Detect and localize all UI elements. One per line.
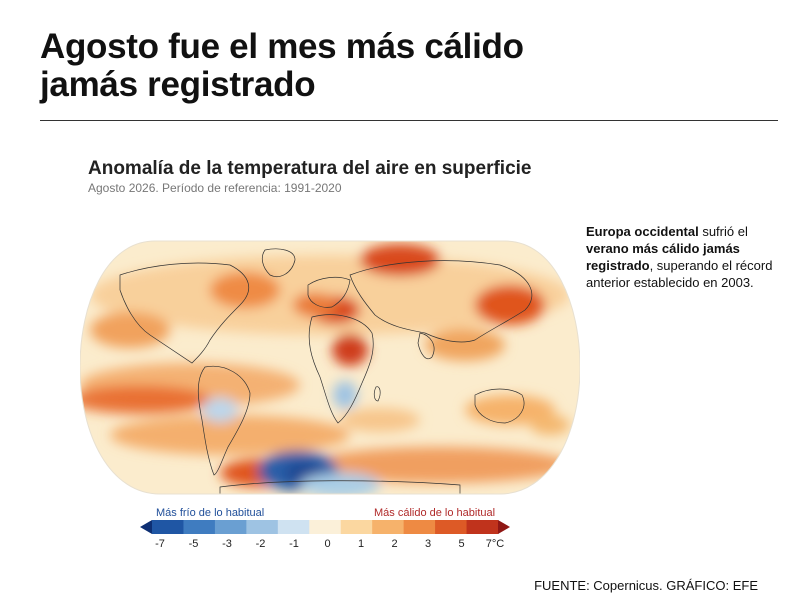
divider: [40, 120, 778, 121]
scale-swatch: [435, 520, 468, 534]
map-title: Anomalía de la temperatura del aire en s…: [88, 158, 532, 179]
australia-outline: [474, 388, 525, 424]
scale-tick-label: -5: [188, 538, 199, 550]
scale-swatch: [214, 520, 247, 534]
scale-swatch: [309, 520, 342, 534]
legend-cold-label: Más frío de lo habitual: [156, 507, 265, 519]
anomaly-field: [80, 244, 570, 494]
scale-swatch: [403, 520, 436, 534]
scale-swatch: [152, 520, 184, 534]
asia-outline: [349, 260, 533, 343]
color-scale: [140, 520, 510, 534]
scale-tick-label: -2: [255, 538, 266, 550]
india-outline: [417, 332, 435, 360]
legend-warm-label: Más cálido de lo habitual: [374, 507, 496, 519]
source-credit: FUENTE: Copernicus. GRÁFICO: EFE: [534, 578, 758, 593]
scale-tick-label: 0: [324, 538, 331, 550]
antarctica-outline: [219, 480, 461, 494]
headline-line-2: jamás registrado: [40, 65, 316, 104]
scale-tick-label: 7°C: [485, 538, 505, 550]
note-text-1: sufrió el: [698, 224, 748, 239]
color-scale-ticks: -7 -5 -3 -2 -1 0 1 2 3 5 7°C: [140, 538, 510, 554]
color-scale-svg: [140, 520, 510, 534]
scale-tick-label: 5: [458, 538, 465, 550]
scale-swatch: [246, 520, 279, 534]
scale-tick-label: 2: [391, 538, 398, 550]
map-subtitle: Agosto 2026. Período de referencia: 1991…: [88, 181, 342, 195]
note-text-2: , superando el récord anterior estableci…: [586, 258, 773, 290]
headline-line-1: Agosto fue el mes más cálido: [40, 27, 524, 66]
scale-arrow-cold: [140, 520, 152, 534]
scale-swatch: [277, 520, 310, 534]
continent-outlines: [119, 248, 533, 494]
scale-swatch: [340, 520, 373, 534]
scale-tick-label: 1: [357, 538, 365, 550]
world-map-svg: [80, 240, 580, 495]
scale-swatch: [183, 520, 216, 534]
note-bold-record: verano más cálido jamás registrado: [586, 241, 740, 273]
scale-tick-label: 3: [424, 538, 432, 550]
scale-swatch: [466, 520, 499, 534]
scale-swatch: [372, 520, 405, 534]
annotation-note: Europa occidental sufrió el verano más c…: [586, 223, 786, 291]
greenland-outline: [261, 248, 296, 277]
north-america-outline: [119, 262, 250, 364]
europe-outline: [307, 276, 351, 308]
madagascar-outline: [373, 386, 381, 402]
scale-tick-label: -1: [289, 538, 299, 550]
world-anomaly-map: [80, 235, 580, 500]
africa-outline: [308, 314, 374, 424]
scale-tick-label: -7: [155, 538, 165, 550]
headline: Agosto fue el mes más cálido jamás regis…: [40, 28, 600, 104]
note-bold-region: Europa occidental: [586, 224, 699, 239]
globe-border: [80, 240, 580, 495]
scale-tick-label: -3: [222, 538, 232, 550]
south-america-outline: [197, 365, 251, 476]
scale-arrow-warm: [498, 520, 510, 534]
